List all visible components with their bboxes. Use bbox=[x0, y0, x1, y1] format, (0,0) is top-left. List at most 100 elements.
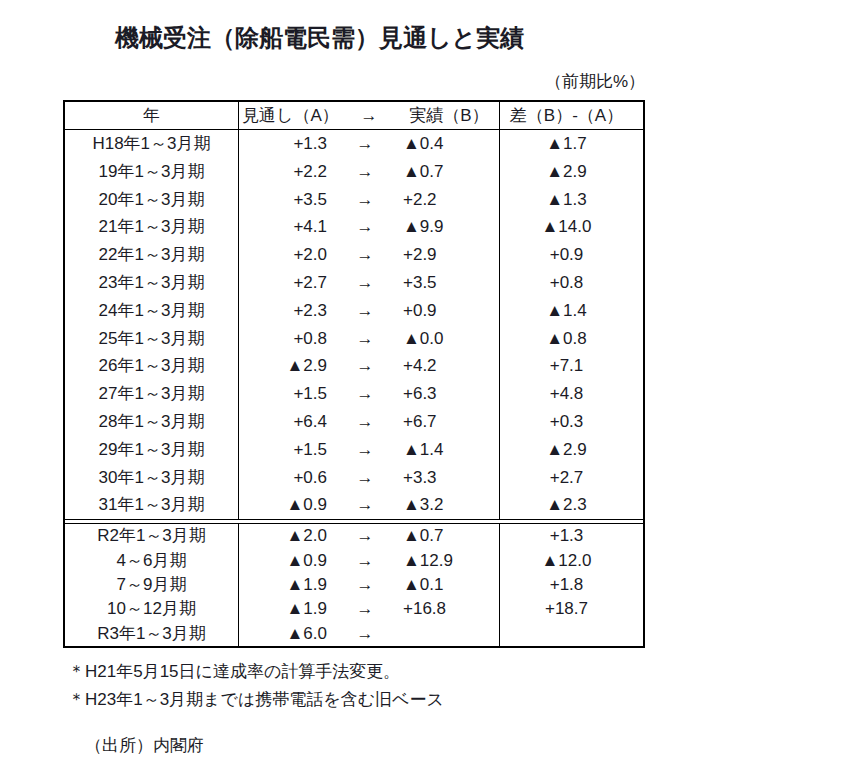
table-row: 19年1～3月期+2.2→▲0.7▲2.9 bbox=[65, 158, 643, 186]
table-row: 28年1～3月期+6.4→+6.7+0.3 bbox=[65, 408, 643, 436]
arrow-icon: → bbox=[327, 380, 403, 408]
arrow-icon: → bbox=[327, 158, 403, 186]
actual-value: +4.2 bbox=[403, 352, 499, 380]
unit-note: （前期比%） bbox=[445, 70, 645, 93]
forecast-actual-cell: +1.5→▲1.4 bbox=[239, 436, 500, 464]
diff-cell: +2.7 bbox=[500, 464, 643, 492]
year-cell: 4～6月期 bbox=[65, 549, 239, 573]
forecast-value: +2.0 bbox=[239, 241, 327, 269]
year-cell: 7～9月期 bbox=[65, 573, 239, 597]
table-header-row: 年 見通し（A） → 実績（B） 差（B）-（A） bbox=[65, 102, 643, 130]
year-cell: 21年1～3月期 bbox=[65, 213, 239, 241]
year-cell: 28年1～3月期 bbox=[65, 408, 239, 436]
actual-value bbox=[403, 622, 499, 646]
header-forecast-actual: 見通し（A） → 実績（B） bbox=[239, 102, 500, 129]
actual-value: ▲0.7 bbox=[403, 158, 499, 186]
diff-cell: ▲1.7 bbox=[500, 130, 643, 158]
diff-cell: +1.8 bbox=[500, 573, 643, 597]
diff-cell: +0.9 bbox=[500, 241, 643, 269]
header-diff: 差（B）-（A） bbox=[500, 102, 643, 129]
actual-value: +2.9 bbox=[403, 241, 499, 269]
forecast-actual-cell: ▲2.0→▲0.7 bbox=[239, 524, 500, 548]
diff-cell: +4.8 bbox=[500, 380, 643, 408]
diff-cell: ▲12.0 bbox=[500, 549, 643, 573]
source-note: （出所）内閣府 bbox=[85, 734, 204, 757]
arrow-icon: → bbox=[327, 436, 403, 464]
table-row: 22年1～3月期+2.0→+2.9+0.9 bbox=[65, 241, 643, 269]
actual-value: +0.9 bbox=[403, 297, 499, 325]
arrow-icon: → bbox=[327, 241, 403, 269]
arrow-icon: → bbox=[327, 213, 403, 241]
arrow-icon: → bbox=[327, 549, 403, 573]
arrow-icon: → bbox=[327, 573, 403, 597]
arrow-icon: → bbox=[327, 352, 403, 380]
table-row: 25年1～3月期+0.8→▲0.0▲0.8 bbox=[65, 325, 643, 353]
forecast-actual-cell: ▲2.9→+4.2 bbox=[239, 352, 500, 380]
forecast-actual-cell: ▲0.9→▲12.9 bbox=[239, 549, 500, 573]
footnote: ＊H23年1～3月期までは携帯電話を含む旧ベース bbox=[68, 688, 444, 711]
forecast-actual-cell: +3.5→+2.2 bbox=[239, 186, 500, 214]
actual-value: ▲0.1 bbox=[403, 573, 499, 597]
arrow-icon: → bbox=[327, 464, 403, 492]
arrow-icon: → bbox=[327, 491, 403, 519]
table-row: R3年1～3月期▲6.0→ bbox=[65, 622, 643, 646]
table-row: 21年1～3月期+4.1→▲9.9▲14.0 bbox=[65, 213, 643, 241]
arrow-icon: → bbox=[327, 325, 403, 353]
table-row: 29年1～3月期+1.5→▲1.4▲2.9 bbox=[65, 436, 643, 464]
table-body: H18年1～3月期+1.3→▲0.4▲1.719年1～3月期+2.2→▲0.7▲… bbox=[65, 130, 643, 646]
forecast-actual-cell: +1.5→+6.3 bbox=[239, 380, 500, 408]
diff-cell: ▲14.0 bbox=[500, 213, 643, 241]
forecast-value: ▲2.9 bbox=[239, 352, 327, 380]
year-cell: 27年1～3月期 bbox=[65, 380, 239, 408]
year-cell: R2年1～3月期 bbox=[65, 524, 239, 548]
page-title: 機械受注（除船電民需）見通しと実績 bbox=[115, 22, 524, 54]
year-cell: 20年1～3月期 bbox=[65, 186, 239, 214]
forecast-actual-cell: ▲1.9→▲0.1 bbox=[239, 573, 500, 597]
table-row: 7～9月期▲1.9→▲0.1+1.8 bbox=[65, 573, 643, 597]
diff-cell: +7.1 bbox=[500, 352, 643, 380]
arrow-icon: → bbox=[327, 186, 403, 214]
forecast-value: +1.3 bbox=[239, 130, 327, 158]
year-cell: 19年1～3月期 bbox=[65, 158, 239, 186]
diff-cell: +1.3 bbox=[500, 524, 643, 548]
forecast-value: +0.6 bbox=[239, 464, 327, 492]
arrow-icon: → bbox=[327, 408, 403, 436]
page: 機械受注（除船電民需）見通しと実績 （前期比%） 年 見通し（A） → 実績（B… bbox=[0, 0, 844, 784]
table-row: 4～6月期▲0.9→▲12.9▲12.0 bbox=[65, 549, 643, 573]
forecast-value: ▲6.0 bbox=[239, 622, 327, 646]
actual-value: +2.2 bbox=[403, 186, 499, 214]
diff-cell: ▲1.3 bbox=[500, 186, 643, 214]
arrow-icon: → bbox=[327, 297, 403, 325]
diff-cell: +0.3 bbox=[500, 408, 643, 436]
forecast-value: +1.5 bbox=[239, 380, 327, 408]
forecast-value: ▲2.0 bbox=[239, 524, 327, 548]
actual-value: ▲9.9 bbox=[403, 213, 499, 241]
forecast-value: +6.4 bbox=[239, 408, 327, 436]
actual-value: +16.8 bbox=[403, 597, 499, 621]
forecast-actual-cell: +0.6→+3.3 bbox=[239, 464, 500, 492]
forecast-actual-cell: ▲6.0→ bbox=[239, 622, 500, 646]
table-row: 30年1～3月期+0.6→+3.3+2.7 bbox=[65, 464, 643, 492]
year-cell: 31年1～3月期 bbox=[65, 491, 239, 519]
year-cell: 22年1～3月期 bbox=[65, 241, 239, 269]
forecast-actual-cell: ▲1.9→+16.8 bbox=[239, 597, 500, 621]
footnote: ＊H21年5月15日に達成率の計算手法変更。 bbox=[68, 660, 400, 683]
actual-value: +3.3 bbox=[403, 464, 499, 492]
header-actual: 実績（B） bbox=[399, 102, 499, 129]
forecast-actual-cell: +2.7→+3.5 bbox=[239, 269, 500, 297]
forecast-value: +3.5 bbox=[239, 186, 327, 214]
arrow-icon: → bbox=[327, 524, 403, 548]
forecast-value: +2.2 bbox=[239, 158, 327, 186]
year-cell: H18年1～3月期 bbox=[65, 130, 239, 158]
diff-cell: ▲1.4 bbox=[500, 297, 643, 325]
header-arrow-icon: → bbox=[339, 102, 399, 129]
year-cell: 24年1～3月期 bbox=[65, 297, 239, 325]
actual-value: +3.5 bbox=[403, 269, 499, 297]
arrow-icon: → bbox=[327, 597, 403, 621]
header-forecast: 見通し（A） bbox=[239, 102, 339, 129]
actual-value: ▲12.9 bbox=[403, 549, 499, 573]
year-cell: 26年1～3月期 bbox=[65, 352, 239, 380]
table-row: 27年1～3月期+1.5→+6.3+4.8 bbox=[65, 380, 643, 408]
forecast-value: +0.8 bbox=[239, 325, 327, 353]
table-row: 26年1～3月期▲2.9→+4.2+7.1 bbox=[65, 352, 643, 380]
